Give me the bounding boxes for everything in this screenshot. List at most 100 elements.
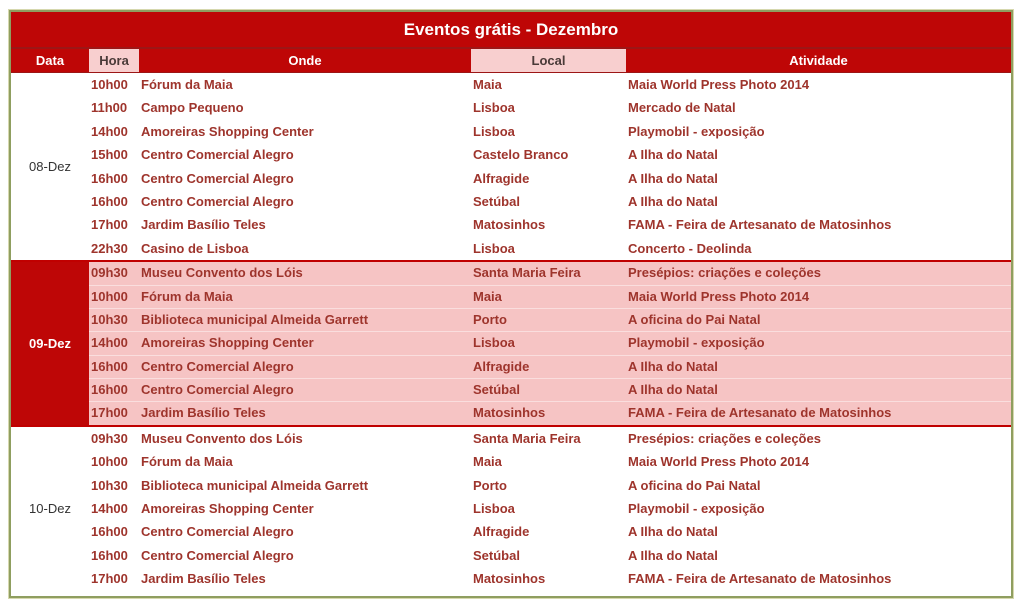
table-row: 16h00 Centro Comercial Alegro Setúbal A Ilh… xyxy=(89,190,1011,213)
cell-onde: Casino de Lisboa xyxy=(141,240,249,256)
cell-local: Lisboa xyxy=(473,123,515,139)
cell-onde: Museu Convento dos Lóis xyxy=(141,430,303,446)
cell-atividade: A oficina do Pai Natal xyxy=(628,311,761,327)
column-header-hora[interactable]: Hora xyxy=(89,49,139,72)
table-row: 17h00 Jardim Basílio Teles Matosinhos FAMA … xyxy=(89,567,1011,590)
cell-local: Setúbal xyxy=(473,547,520,563)
cell-atividade: A Ilha do Natal xyxy=(628,524,718,540)
table-row: 15h00 Centro Comercial Alegro Castelo Bran… xyxy=(89,143,1011,166)
table-row: 10h00 Fórum da Maia Maia Maia World Press P… xyxy=(89,73,1011,96)
cell-hora: 09h30 xyxy=(91,265,128,281)
table-row: 14h00 Amoreiras Shopping Center Lisboa Play… xyxy=(89,332,1011,356)
date-group-08-dez: 08-Dez 10h00 Fórum da Maia Maia Maia World P… xyxy=(11,73,1011,261)
cell-hora: 16h00 xyxy=(91,524,128,540)
cell-local: Lisboa xyxy=(473,100,515,116)
column-header-local[interactable]: Local xyxy=(471,49,626,72)
cell-local: Santa Maria Feira xyxy=(473,430,581,446)
cell-atividade: Presépios: criações e coleções xyxy=(628,430,821,446)
cell-hora: 14h00 xyxy=(91,335,128,351)
table-row: 22h30 Casino de Lisboa Lisboa Concerto - De… xyxy=(89,237,1011,260)
cell-atividade: Maia World Press Photo 2014 xyxy=(628,77,810,92)
table-row: 14h00 Amoreiras Shopping Center Lisboa Play… xyxy=(89,120,1011,143)
cell-local: Porto xyxy=(473,311,507,327)
cell-local: Santa Maria Feira xyxy=(473,265,581,281)
cell-hora: 10h00 xyxy=(91,454,128,470)
table-row: 10h00 Fórum da Maia Maia Maia World Press P… xyxy=(89,450,1011,473)
cell-hora: 15h00 xyxy=(91,147,128,163)
cell-atividade: A Ilha do Natal xyxy=(628,382,718,398)
date-group-09-dez: 09-Dez 09h30 Museu Convento dos Lóis Santa … xyxy=(11,260,1011,427)
cell-atividade: Concerto - Deolinda xyxy=(628,240,752,256)
cell-hora: 10h30 xyxy=(91,477,128,493)
cell-local: Setúbal xyxy=(473,193,520,209)
cell-local: Matosinhos xyxy=(473,405,546,421)
cell-hora: 09h30 xyxy=(91,430,128,446)
cell-atividade: A Ilha do Natal xyxy=(628,147,718,163)
cell-hora: 14h00 xyxy=(91,501,128,517)
events-table: Eventos grátis - Dezembro Data Hora Onde… xyxy=(9,10,1013,598)
cell-onde: Fórum da Maia xyxy=(141,77,233,92)
cell-local: Porto xyxy=(473,477,507,493)
cell-local: Maia xyxy=(473,454,502,470)
table-row: 10h00 Fórum da Maia Maia Maia World Press P… xyxy=(89,286,1011,309)
event-blocks: 08-Dez 10h00 Fórum da Maia Maia Maia World P… xyxy=(11,73,1011,596)
cell-atividade: Maia World Press Photo 2014 xyxy=(628,454,810,470)
cell-onde: Centro Comercial Alegro xyxy=(141,358,294,374)
cell-atividade: Playmobil - exposição xyxy=(628,123,765,139)
cell-atividade: A Ilha do Natal xyxy=(628,547,718,563)
cell-hora: 10h00 xyxy=(91,288,128,304)
column-header-row: Data Hora Onde Local Atividade xyxy=(11,49,1011,73)
cell-local: Matosinhos xyxy=(473,217,546,233)
cell-hora: 22h30 xyxy=(91,240,128,256)
date-label: 08-Dez xyxy=(29,159,71,175)
cell-local: Lisboa xyxy=(473,240,515,256)
cell-atividade: A Ilha do Natal xyxy=(628,170,718,186)
cell-local: Alfragide xyxy=(473,170,530,186)
cell-local: Matosinhos xyxy=(473,571,546,587)
table-row: 17h00 Jardim Basílio Teles Matosinhos FAMA … xyxy=(89,402,1011,424)
column-header-atividade[interactable]: Atividade xyxy=(789,53,848,68)
table-row: 09h30 Museu Convento dos Lóis Santa Maria … xyxy=(89,262,1011,286)
rows-container: 10h00 Fórum da Maia Maia Maia World Press P… xyxy=(89,73,1011,260)
cell-hora: 16h00 xyxy=(91,382,128,398)
date-label: 10-Dez xyxy=(29,501,71,517)
cell-atividade: A Ilha do Natal xyxy=(628,358,718,374)
column-header-data[interactable]: Data xyxy=(35,53,65,68)
cell-local: Maia xyxy=(473,288,502,304)
cell-onde: Biblioteca municipal Almeida Garrett xyxy=(141,311,369,327)
cell-onde: Centro Comercial Alegro xyxy=(141,193,294,209)
cell-atividade: A Ilha do Natal xyxy=(628,193,718,209)
column-header-onde[interactable]: Onde xyxy=(288,53,322,68)
cell-onde: Biblioteca municipal Almeida Garrett xyxy=(141,477,369,493)
cell-onde: Amoreiras Shopping Center xyxy=(141,335,314,351)
cell-atividade: FAMA - Feira de Artesanato de Matosinhos xyxy=(628,217,892,233)
table-row: 16h00 Centro Comercial Alegro Alfragide A I… xyxy=(89,520,1011,543)
cell-hora: 17h00 xyxy=(91,217,128,233)
cell-local: Lisboa xyxy=(473,335,515,351)
rows-container: 09h30 Museu Convento dos Lóis Santa Maria … xyxy=(89,427,1011,591)
cell-hora: 11h00 xyxy=(91,100,128,116)
cell-hora: 17h00 xyxy=(91,405,128,421)
cell-local: Lisboa xyxy=(473,501,515,517)
cell-onde: Centro Comercial Alegro xyxy=(141,524,294,540)
page-title: Eventos grátis - Dezembro xyxy=(11,12,1011,49)
cell-onde: Centro Comercial Alegro xyxy=(141,382,294,398)
cell-local: Setúbal xyxy=(473,382,520,398)
cell-local: Alfragide xyxy=(473,524,530,540)
table-row: 11h00 Campo Pequeno Lisboa Mercado de Natal xyxy=(89,96,1011,119)
cell-hora: 16h00 xyxy=(91,193,128,209)
date-group-10-dez: 10-Dez 09h30 Museu Convento dos Lóis Santa … xyxy=(11,426,1011,591)
cell-hora: 17h00 xyxy=(91,571,128,587)
cell-hora: 16h00 xyxy=(91,358,128,374)
cell-onde: Museu Convento dos Lóis xyxy=(141,265,303,281)
table-row: 09h30 Museu Convento dos Lóis Santa Maria … xyxy=(89,427,1011,450)
cell-hora: 16h00 xyxy=(91,547,128,563)
cell-onde: Campo Pequeno xyxy=(141,100,244,116)
date-label: 09-Dez xyxy=(11,262,89,425)
cell-onde: Jardim Basílio Teles xyxy=(141,217,266,233)
table-row: 16h00 Centro Comercial Alegro Setúbal A Ilh… xyxy=(89,544,1011,567)
cell-hora: 14h00 xyxy=(91,123,128,139)
cell-hora: 10h00 xyxy=(91,77,128,92)
rows-container: 09h30 Museu Convento dos Lóis Santa Maria … xyxy=(89,262,1011,425)
cell-atividade: A oficina do Pai Natal xyxy=(628,477,761,493)
